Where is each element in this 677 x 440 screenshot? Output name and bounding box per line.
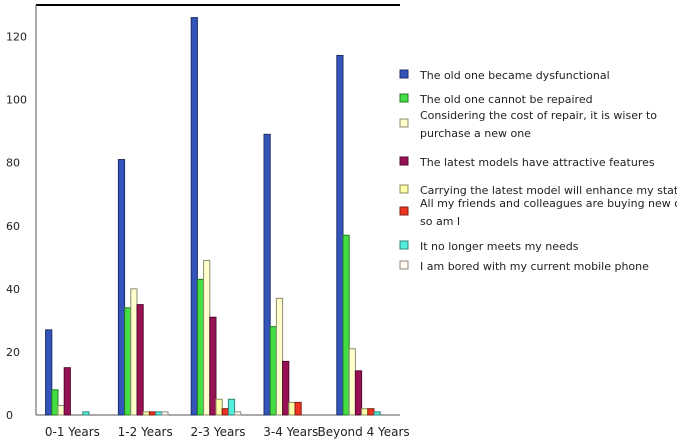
y-tick-label: 0 <box>6 409 13 422</box>
bar <box>130 288 138 416</box>
bar <box>148 411 157 416</box>
legend-swatch <box>399 69 409 79</box>
legend-swatch <box>399 93 409 103</box>
bar <box>221 408 229 416</box>
legend-label: purchase a new one <box>420 127 531 140</box>
x-category-label: 3-4 Years <box>263 425 318 439</box>
bar <box>203 259 211 416</box>
bar <box>348 348 356 416</box>
x-category-label: 2-3 Years <box>190 425 245 439</box>
bar <box>136 304 144 416</box>
x-axis-labels: 0-1 Years 1-2 Years 2-3 Years 3-4 Years Beyo… <box>45 425 410 439</box>
legend-swatch <box>399 156 409 166</box>
y-tick-label: 20 <box>6 346 20 359</box>
legend-swatch <box>399 184 409 194</box>
bar <box>227 398 236 416</box>
legend-label: The old one cannot be repaired <box>419 93 593 106</box>
legend-swatch <box>399 118 409 128</box>
bar <box>336 54 344 416</box>
y-tick-label: 120 <box>6 31 27 44</box>
bar <box>161 411 169 416</box>
x-category-label: 1-2 Years <box>118 425 173 439</box>
bar <box>294 401 302 416</box>
legend-label: so am I <box>420 215 460 228</box>
bar <box>367 408 375 416</box>
x-category-label: 0-1 Years <box>45 425 100 439</box>
bar <box>124 307 132 416</box>
bar <box>57 405 65 416</box>
bar <box>275 297 284 416</box>
x-category-label: Beyond 4 Years <box>317 425 409 439</box>
legend: The old one became dysfunctional The old … <box>399 69 677 273</box>
legend-label: Carrying the latest model will enhance m… <box>420 184 677 197</box>
legend-label: All my friends and colleagues are buying… <box>420 197 677 210</box>
bar <box>373 411 381 416</box>
bar <box>196 278 205 416</box>
bar <box>45 329 53 416</box>
bar <box>342 234 350 416</box>
legend-label: I am bored with my current mobile phone <box>420 260 649 273</box>
bar <box>190 17 198 416</box>
legend-label: It no longer meets my needs <box>420 240 579 253</box>
bar <box>117 159 126 416</box>
bar <box>51 389 59 416</box>
legend-label: Considering the cost of repair, it is wi… <box>420 109 657 122</box>
bar <box>282 360 290 416</box>
y-tick-label: 40 <box>6 283 20 296</box>
bar <box>142 411 150 416</box>
bar <box>269 326 277 416</box>
bars <box>45 17 381 416</box>
legend-swatch <box>399 206 409 216</box>
bar <box>361 408 369 416</box>
legend-swatch <box>399 260 409 270</box>
bar <box>155 411 163 416</box>
y-tick-label: 60 <box>6 220 20 233</box>
legend-label: The old one became dysfunctional <box>419 69 610 82</box>
y-axis-ticks: 0 20 40 60 80 100 120 <box>6 31 27 422</box>
bar <box>234 411 242 416</box>
bar <box>82 411 90 416</box>
legend-swatch <box>399 240 409 250</box>
bar <box>63 367 71 416</box>
bar <box>354 370 363 416</box>
bar <box>263 133 271 416</box>
y-tick-label: 80 <box>6 157 20 170</box>
bar <box>215 398 223 416</box>
bar <box>288 401 296 416</box>
bar <box>209 316 217 416</box>
y-tick-label: 100 <box>6 94 27 107</box>
legend-label: The latest models have attractive featur… <box>419 156 655 169</box>
